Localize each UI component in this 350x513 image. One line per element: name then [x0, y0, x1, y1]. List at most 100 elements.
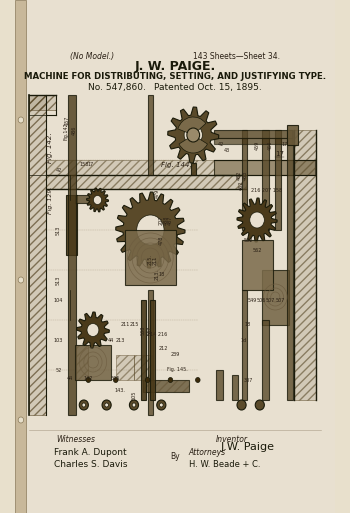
Text: 44: 44 [108, 338, 114, 343]
Text: H. W. Beade + C.: H. W. Beade + C. [189, 460, 260, 469]
Bar [214, 160, 315, 175]
Bar [68, 95, 76, 415]
Text: No. 547,860.: No. 547,860. [89, 83, 146, 92]
Text: Fig. 142.: Fig. 142. [47, 133, 53, 163]
Text: 44: 44 [67, 376, 73, 381]
Text: 158: 158 [79, 163, 89, 168]
Text: 18: 18 [158, 272, 164, 278]
Bar [143, 380, 189, 392]
Circle shape [18, 277, 24, 283]
Text: 142: 142 [84, 376, 93, 381]
Circle shape [102, 400, 111, 410]
Text: 506: 506 [257, 298, 266, 303]
Bar [261, 130, 269, 230]
Text: (No Model.): (No Model.) [70, 52, 114, 61]
Circle shape [157, 400, 166, 410]
Bar [216, 370, 223, 400]
Bar [46, 175, 246, 189]
Text: Attorneys: Attorneys [189, 448, 226, 457]
Polygon shape [77, 312, 109, 348]
Circle shape [187, 128, 199, 142]
Polygon shape [116, 192, 185, 268]
Circle shape [86, 378, 91, 383]
Bar [214, 138, 292, 144]
Text: 479: 479 [154, 188, 159, 198]
Circle shape [93, 195, 101, 205]
Bar [232, 375, 238, 400]
Text: 505: 505 [132, 390, 136, 400]
Text: 513: 513 [56, 275, 61, 285]
Circle shape [137, 215, 164, 245]
Circle shape [82, 403, 86, 407]
Bar [190, 163, 196, 175]
Circle shape [145, 378, 150, 383]
Circle shape [105, 403, 108, 407]
Text: 549: 549 [248, 298, 257, 303]
Text: 478: 478 [159, 235, 164, 245]
Text: J. W. PAIGE.: J. W. PAIGE. [134, 60, 216, 73]
Text: 487: 487 [168, 215, 173, 225]
Bar [241, 240, 273, 290]
Bar [214, 130, 292, 138]
Bar [287, 125, 298, 145]
Text: 213: 213 [116, 338, 125, 343]
Polygon shape [237, 198, 277, 242]
Polygon shape [168, 107, 219, 163]
Bar [116, 355, 134, 380]
Text: 17: 17 [281, 143, 288, 148]
Circle shape [168, 378, 173, 383]
Circle shape [196, 378, 200, 383]
Text: Fig. 145.: Fig. 145. [167, 367, 188, 372]
Text: MACHINE FOR DISTRIBUTING, SETTING, AND JUSTIFYING TYPE.: MACHINE FOR DISTRIBUTING, SETTING, AND J… [24, 72, 326, 81]
Circle shape [237, 400, 246, 410]
Bar [241, 130, 247, 230]
Text: 211: 211 [120, 323, 130, 327]
Text: 459: 459 [254, 141, 260, 150]
Text: 52: 52 [55, 367, 61, 372]
Text: 104: 104 [54, 298, 63, 303]
Polygon shape [15, 0, 26, 513]
Bar [134, 355, 152, 380]
Bar [29, 95, 56, 110]
Text: 508: 508 [141, 325, 146, 334]
Bar [46, 160, 214, 175]
Text: Inventor: Inventor [216, 435, 248, 444]
Text: 157: 157 [64, 115, 69, 125]
Circle shape [250, 212, 264, 228]
Bar [148, 95, 153, 175]
Text: 215.: 215. [148, 254, 153, 265]
Text: Frank A. Dupont: Frank A. Dupont [54, 448, 126, 457]
Text: 103: 103 [54, 338, 63, 343]
Text: 212: 212 [159, 345, 168, 350]
Circle shape [130, 400, 139, 410]
Bar [29, 95, 56, 110]
Bar [261, 320, 269, 400]
Text: 488: 488 [163, 215, 168, 225]
Circle shape [184, 125, 202, 145]
Text: 562: 562 [252, 247, 262, 252]
Bar [75, 195, 98, 203]
Wedge shape [179, 135, 208, 153]
Polygon shape [15, 0, 335, 513]
Polygon shape [86, 188, 108, 212]
Bar [75, 345, 111, 380]
Bar [29, 95, 46, 415]
Circle shape [18, 117, 24, 123]
Bar [75, 345, 89, 380]
Bar [141, 300, 146, 400]
Text: 143 Sheets—Sheet 34.: 143 Sheets—Sheet 34. [193, 52, 280, 61]
Bar [261, 270, 289, 325]
Text: By: By [170, 452, 180, 461]
Bar [125, 230, 176, 285]
Text: 239: 239 [170, 352, 180, 358]
Circle shape [255, 400, 264, 410]
Text: Patented Oct. 15, 1895.: Patented Oct. 15, 1895. [154, 83, 261, 92]
Bar [29, 95, 46, 415]
Text: 482: 482 [236, 170, 242, 180]
Text: 42: 42 [217, 143, 224, 148]
Text: 507: 507 [148, 325, 153, 334]
Bar [46, 160, 214, 175]
Text: 483: 483 [243, 170, 248, 180]
Text: 505: 505 [111, 376, 120, 381]
Bar [65, 195, 77, 255]
